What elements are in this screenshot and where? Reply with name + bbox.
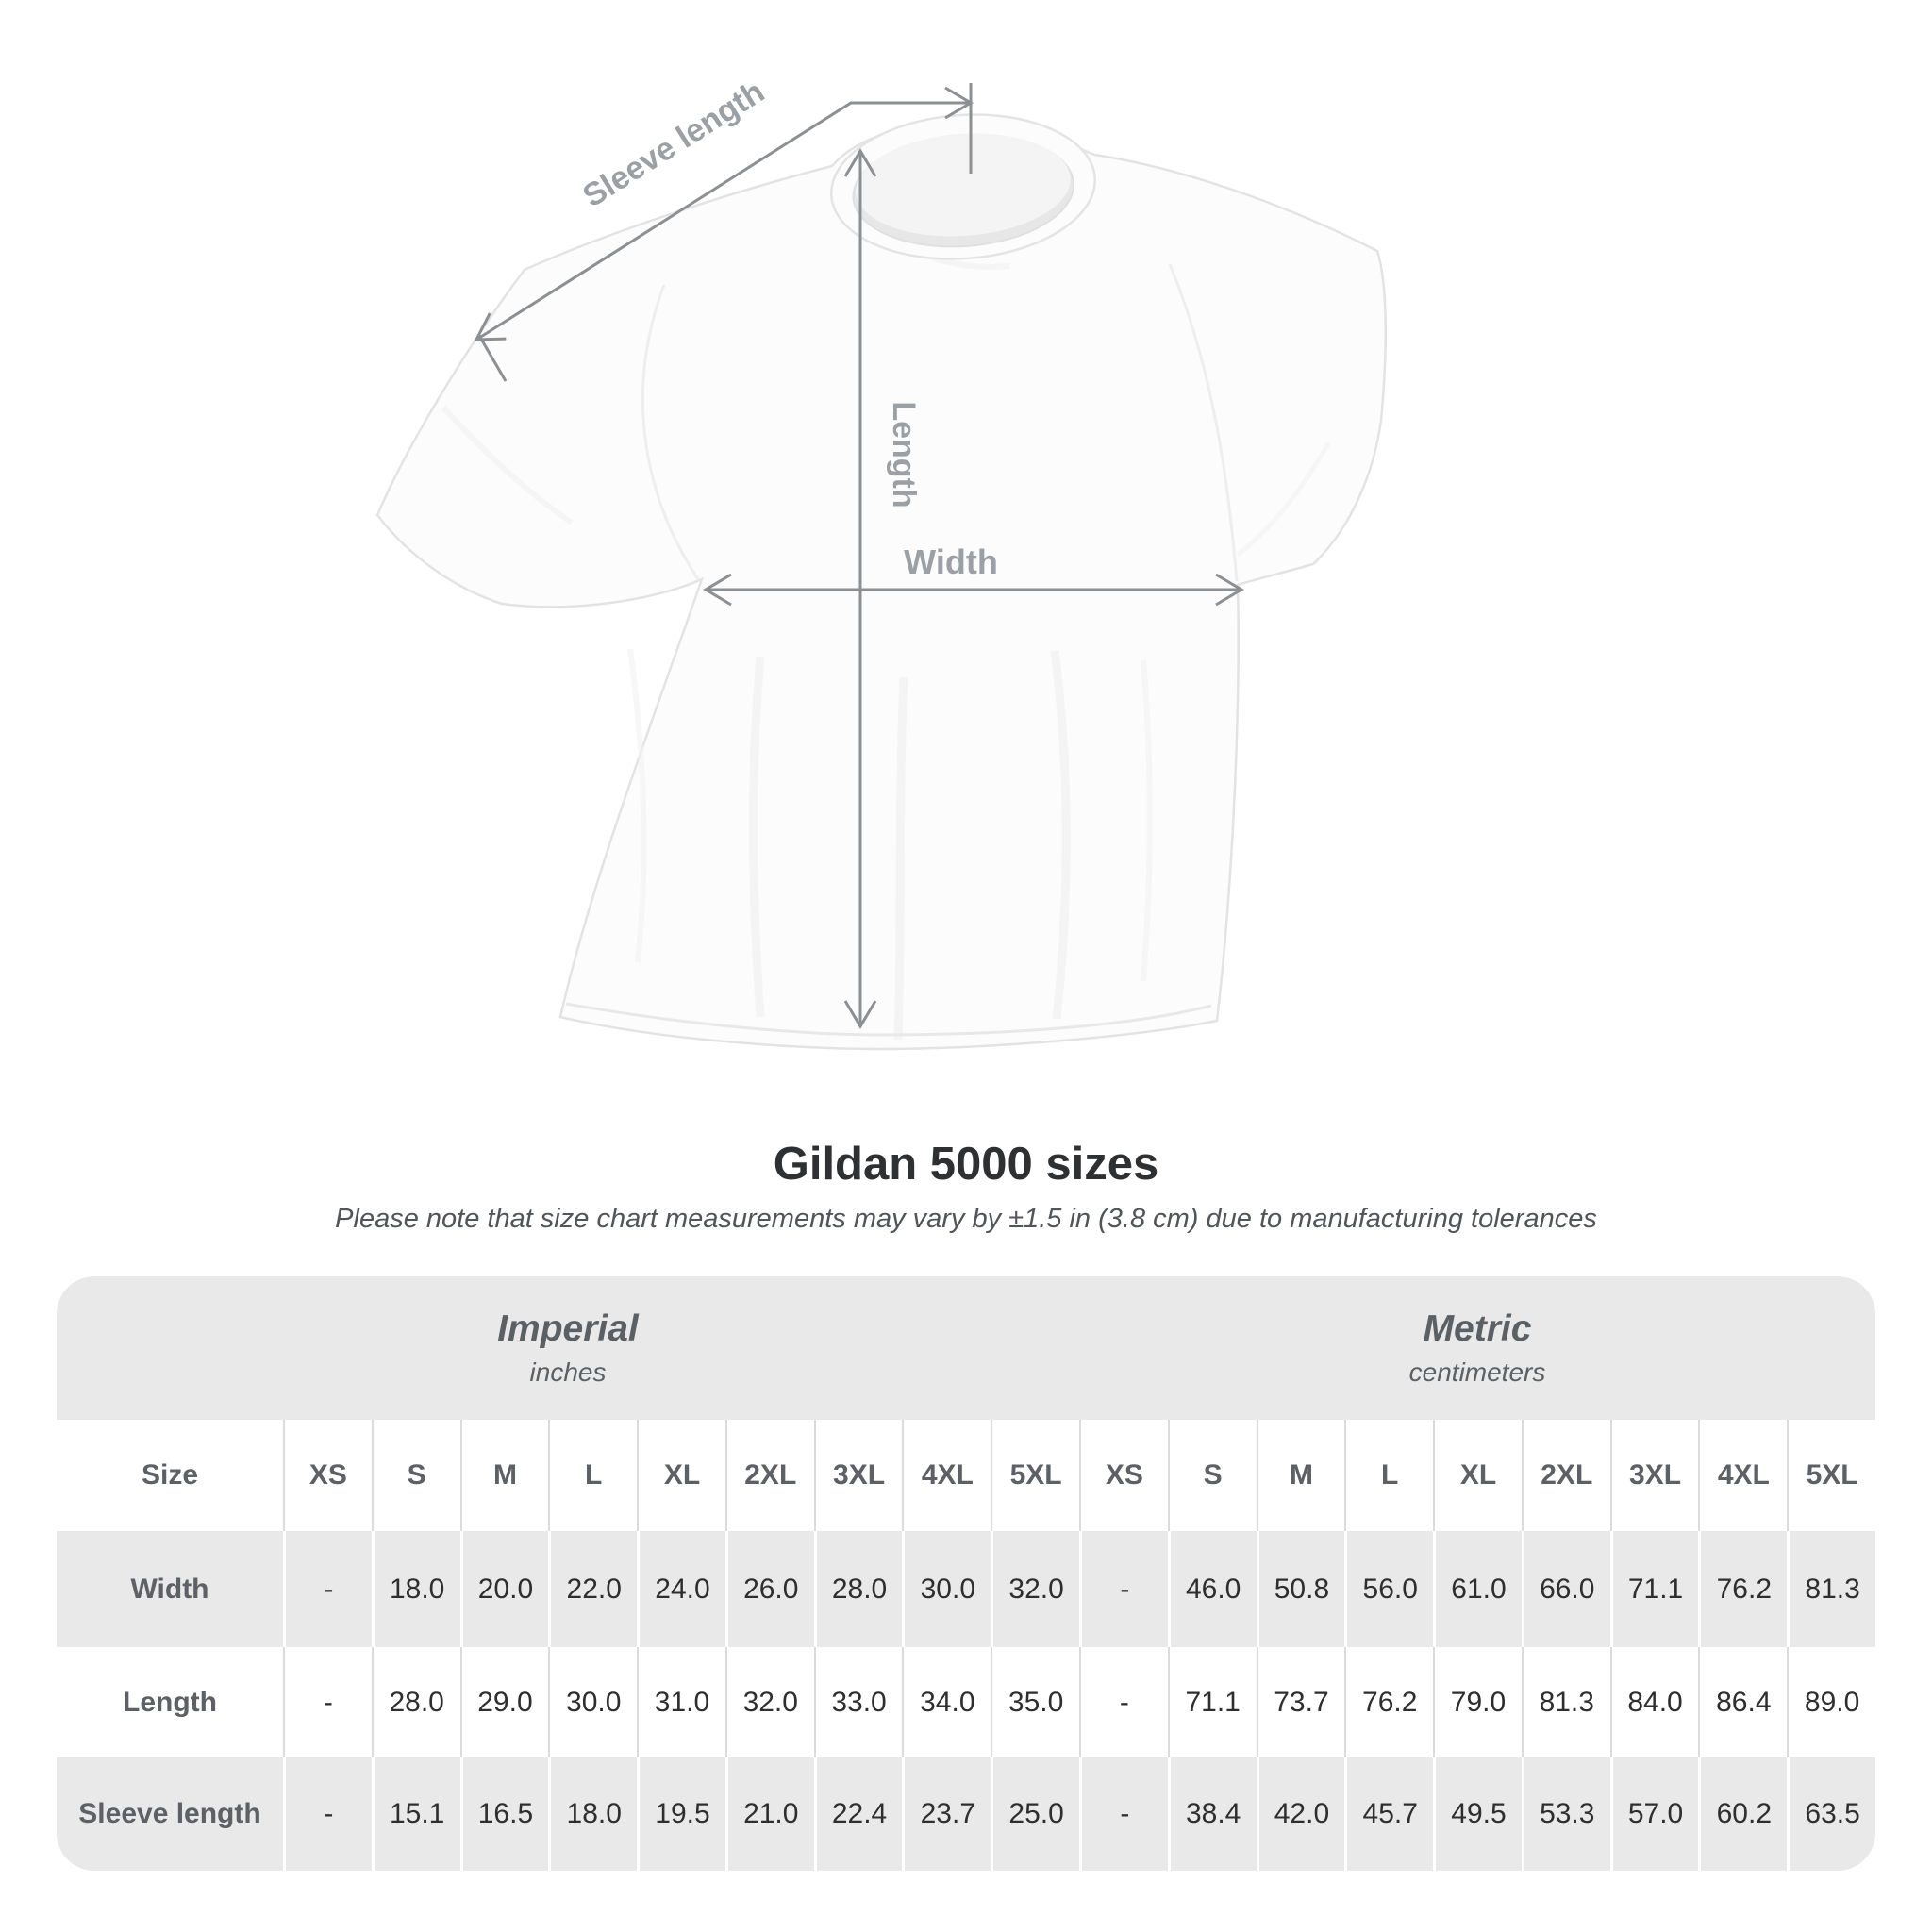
table-cell: 71.1 xyxy=(1609,1531,1699,1647)
sleeve-length-dimension-line xyxy=(474,86,974,341)
sleeve-end-tick xyxy=(476,333,508,382)
tshirt-measurement-diagram: Sleeve length Length Width xyxy=(375,74,1387,1051)
table-row-width: Width - 18.0 20.0 22.0 24.0 26.0 28.0 30… xyxy=(57,1531,1875,1647)
table-cell: 22.4 xyxy=(813,1757,903,1871)
size-header-metric-2xl: 2XL xyxy=(1521,1420,1610,1531)
size-header-imperial-5xl: 5XL xyxy=(991,1420,1079,1531)
table-cell: 76.2 xyxy=(1698,1531,1787,1647)
table-cell: 35.0 xyxy=(991,1647,1079,1757)
table-cell: 38.4 xyxy=(1167,1757,1257,1871)
width-label: Width xyxy=(904,542,998,581)
table-cell: 32.0 xyxy=(724,1647,814,1757)
size-header-imperial-3xl: 3XL xyxy=(813,1420,903,1531)
table-cell: 25.0 xyxy=(991,1757,1079,1871)
table-cell: 24.0 xyxy=(637,1531,725,1647)
size-header-metric-3xl: 3XL xyxy=(1609,1420,1699,1531)
table-cell: 46.0 xyxy=(1167,1531,1257,1647)
size-header-metric-xl: XL xyxy=(1433,1420,1522,1531)
table-cell: 76.2 xyxy=(1344,1647,1433,1757)
table-cell: 19.5 xyxy=(637,1757,725,1871)
table-cell: 23.7 xyxy=(902,1757,991,1871)
table-cell: 81.3 xyxy=(1521,1647,1610,1757)
table-cell: 61.0 xyxy=(1433,1531,1522,1647)
table-cell: 29.0 xyxy=(459,1647,549,1757)
size-column-header: Size xyxy=(141,1459,199,1491)
table-cell: 56.0 xyxy=(1344,1531,1433,1647)
table-cell: 81.3 xyxy=(1787,1531,1875,1647)
table-row-sleeve-length: Sleeve length - 15.1 16.5 18.0 19.5 21.0… xyxy=(57,1757,1875,1871)
table-cell: 60.2 xyxy=(1698,1757,1787,1871)
table-cell: 57.0 xyxy=(1609,1757,1699,1871)
table-cell: 53.3 xyxy=(1521,1757,1610,1871)
unit-group-header-row: Imperial inches Metric centimeters xyxy=(57,1276,1875,1420)
table-cell: 33.0 xyxy=(813,1647,903,1757)
table-cell: - xyxy=(283,1757,372,1871)
table-cell: 42.0 xyxy=(1256,1757,1345,1871)
table-cell: 22.0 xyxy=(548,1531,637,1647)
size-header-imperial-xs: XS xyxy=(283,1420,372,1531)
sizes-table: Imperial inches Metric centimeters Size … xyxy=(57,1276,1875,1871)
size-header-imperial-m: M xyxy=(459,1420,549,1531)
table-cell: - xyxy=(1079,1647,1168,1757)
size-header-metric-l: L xyxy=(1344,1420,1433,1531)
row-label-sleeve-length: Sleeve length xyxy=(78,1798,261,1829)
size-header-imperial-4xl: 4XL xyxy=(902,1420,991,1531)
size-header-imperial-xl: XL xyxy=(637,1420,725,1531)
table-cell: 50.8 xyxy=(1256,1531,1345,1647)
table-cell: 26.0 xyxy=(724,1531,814,1647)
table-cell: 18.0 xyxy=(371,1531,460,1647)
table-cell: 89.0 xyxy=(1787,1647,1875,1757)
table-cell: 31.0 xyxy=(637,1647,725,1757)
size-header-metric-s: S xyxy=(1167,1420,1257,1531)
table-cell: 34.0 xyxy=(902,1647,991,1757)
table-cell: - xyxy=(283,1647,372,1757)
table-cell: 71.1 xyxy=(1167,1647,1257,1757)
tshirt-illustration xyxy=(375,113,1387,1051)
table-cell: 20.0 xyxy=(459,1531,549,1647)
table-cell: 73.7 xyxy=(1256,1647,1345,1757)
row-label-width: Width xyxy=(130,1573,209,1605)
table-cell: 28.0 xyxy=(813,1531,903,1647)
length-label: Length xyxy=(886,401,922,508)
table-cell: 15.1 xyxy=(371,1757,460,1871)
imperial-unit: inches xyxy=(529,1357,607,1387)
table-cell: 45.7 xyxy=(1344,1757,1433,1871)
table-cell: - xyxy=(1079,1531,1168,1647)
size-header-row: Size XS S M L XL 2XL 3XL 4XL 5XL XS S M … xyxy=(57,1420,1875,1531)
imperial-header-group: Imperial inches xyxy=(57,1276,1079,1420)
page-title: Gildan 5000 sizes xyxy=(773,1139,1159,1190)
metric-header: Metric xyxy=(1423,1308,1532,1349)
table-cell: 16.5 xyxy=(459,1757,549,1871)
table-row-length: Length - 28.0 29.0 30.0 31.0 32.0 33.0 3… xyxy=(57,1647,1875,1757)
size-header-metric-xs: XS xyxy=(1079,1420,1168,1531)
size-header-imperial-l: L xyxy=(548,1420,637,1531)
table-cell: 30.0 xyxy=(548,1647,637,1757)
table-cell: 18.0 xyxy=(548,1757,637,1871)
table-cell: 21.0 xyxy=(724,1757,814,1871)
tolerance-note: Please note that size chart measurements… xyxy=(335,1204,1597,1234)
imperial-header: Imperial xyxy=(497,1308,639,1349)
metric-unit: centimeters xyxy=(1408,1357,1546,1387)
table-cell: 79.0 xyxy=(1433,1647,1522,1757)
table-cell: 32.0 xyxy=(991,1531,1079,1647)
size-header-metric-4xl: 4XL xyxy=(1698,1420,1787,1531)
table-cell: 30.0 xyxy=(902,1531,991,1647)
table-cell: - xyxy=(283,1531,372,1647)
table-cell: 49.5 xyxy=(1433,1757,1522,1871)
size-header-imperial-s: S xyxy=(371,1420,460,1531)
row-label-length: Length xyxy=(123,1686,217,1718)
table-cell: 84.0 xyxy=(1609,1647,1699,1757)
table-cell: 86.4 xyxy=(1698,1647,1787,1757)
table-cell: 63.5 xyxy=(1787,1757,1875,1871)
table-cell: 66.0 xyxy=(1521,1531,1610,1647)
size-header-imperial-2xl: 2XL xyxy=(724,1420,814,1531)
table-cell: - xyxy=(1079,1757,1168,1871)
size-header-metric-5xl: 5XL xyxy=(1787,1420,1875,1531)
metric-header-group: Metric centimeters xyxy=(1079,1276,1875,1420)
size-header-metric-m: M xyxy=(1256,1420,1345,1531)
table-cell: 28.0 xyxy=(371,1647,460,1757)
